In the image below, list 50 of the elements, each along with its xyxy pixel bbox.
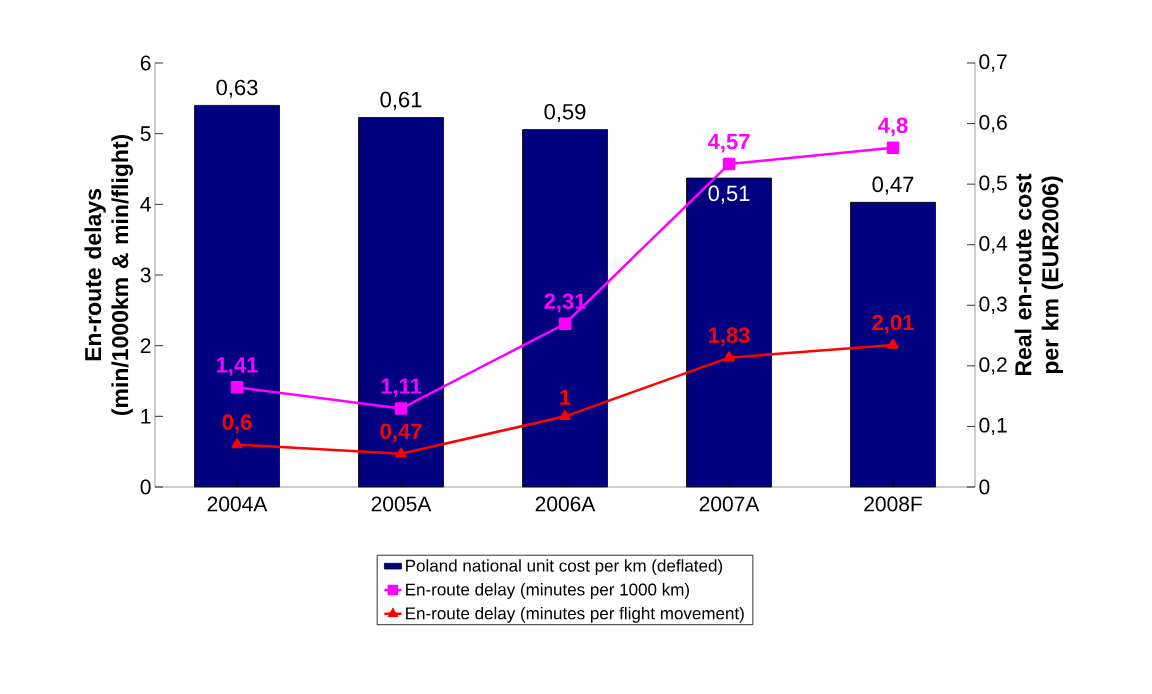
y2-tick-label: 0,7 [979, 54, 1007, 72]
y2-tick-label: 0,1 [979, 417, 1007, 436]
x-tick-label: 2004A [207, 496, 268, 512]
y2-tick-label: 0 [979, 479, 990, 495]
point [723, 351, 735, 362]
y-tick-label: 4 [140, 197, 151, 212]
legend-label: En-route delay (minutes per 1000 km) [406, 583, 689, 599]
data-label: 2,31 [544, 293, 586, 313]
data-label: 0,63 [216, 79, 258, 98]
data-label: 0,61 [380, 91, 422, 110]
data-label: 0,47 [872, 176, 914, 195]
point [886, 141, 900, 155]
data-label: 4,57 [707, 133, 750, 153]
y2-axis-title: Real en-route cost per km (EUR2006) [1014, 173, 1064, 376]
point [559, 410, 571, 421]
y-tick-label: 0 [140, 479, 151, 495]
point [558, 317, 572, 331]
legend-label: Poland national unit cost per km (deflated) [406, 559, 723, 576]
data-label: 1,83 [708, 327, 750, 347]
x-tick-label: 2006A [535, 496, 596, 512]
data-label: 0,51 [708, 185, 750, 204]
y-axis-title: En-route delays (min/1000km & min/flight) [84, 134, 133, 416]
legend-label: En-route delay (minutes per flight movement) [406, 606, 744, 623]
x-tick-label: 2005A [371, 496, 432, 512]
point [887, 338, 899, 349]
y-tick-label: 2 [140, 338, 151, 353]
data-label: 1,41 [216, 357, 258, 376]
y-tick-label: 1 [141, 409, 151, 424]
point [722, 157, 736, 171]
data-label: 2,01 [872, 314, 914, 334]
data-label: 1,11 [381, 378, 422, 398]
y-tick-label: 5 [140, 126, 151, 141]
data-label: 4,8 [878, 117, 908, 137]
data-label: 0,59 [544, 103, 586, 123]
y-tick-label: 6 [140, 55, 151, 71]
y2-tick-label: 0,3 [979, 296, 1007, 314]
point [231, 438, 243, 449]
y-tick-label: 3 [140, 267, 151, 283]
point [230, 381, 244, 394]
point [394, 402, 408, 415]
y2-tick-label: 0,2 [979, 357, 1007, 375]
point [395, 447, 407, 458]
x-tick-label: 2007A [699, 496, 760, 512]
data-label: 1 [560, 389, 571, 405]
x-tick-label: 2008F [864, 496, 922, 512]
y2-tick-label: 0,4 [979, 236, 1008, 254]
data-label: 0,47 [380, 423, 422, 443]
data-label: 0,6 [222, 414, 252, 434]
y2-tick-label: 0,6 [979, 114, 1007, 133]
y2-tick-label: 0,5 [979, 175, 1007, 193]
